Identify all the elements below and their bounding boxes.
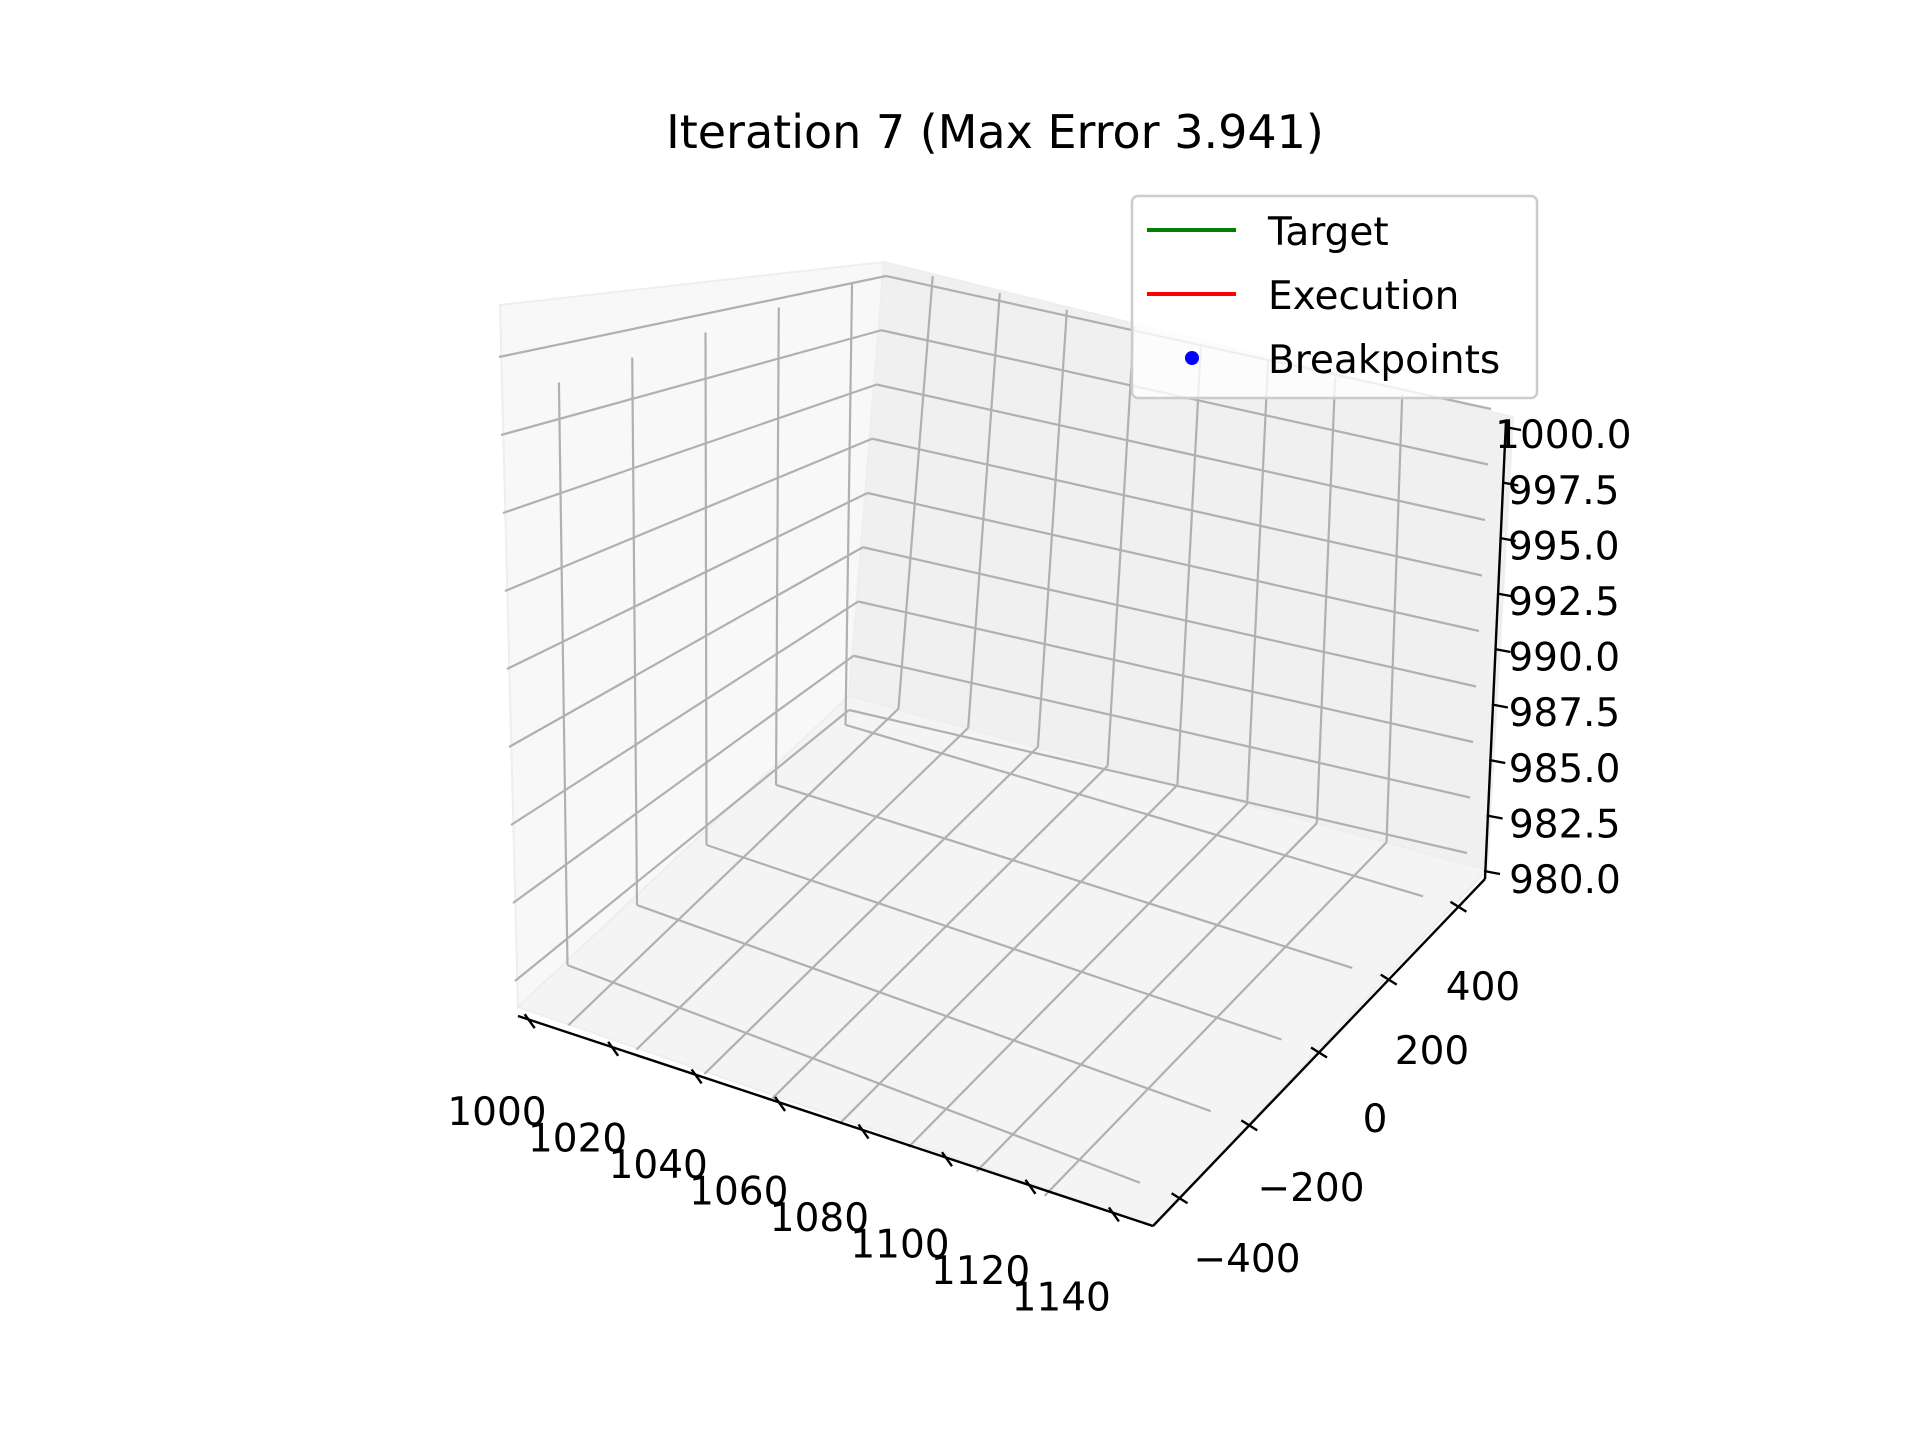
gridline-x <box>1043 841 1388 1197</box>
gridline-x <box>1176 343 1203 786</box>
gridline-x <box>635 727 969 1051</box>
gridline-y <box>775 783 1353 969</box>
x-tick <box>941 1151 953 1167</box>
z-tick <box>1502 481 1519 487</box>
gridline-z <box>502 383 878 515</box>
gridline-x <box>967 292 1001 728</box>
gridline-z <box>871 437 1483 577</box>
z-tick <box>1491 703 1509 709</box>
z-tick-label: 997.5 <box>1508 469 1620 514</box>
gridline-x <box>1036 309 1068 747</box>
gridline-z <box>504 437 873 593</box>
x-tick-label: 1060 <box>689 1170 788 1215</box>
legend: Target Execution Breakpoints <box>1130 194 1539 400</box>
z-tick <box>1483 869 1501 876</box>
legend-label-breakpoints: Breakpoints <box>1268 338 1500 383</box>
x-tick-label: 1020 <box>528 1117 627 1162</box>
z-tick <box>1499 536 1516 543</box>
y-tick-label: 400 <box>1446 965 1520 1010</box>
legend-frame <box>1130 194 1539 400</box>
x-tick <box>774 1096 787 1112</box>
gridline-x <box>839 784 1179 1124</box>
z-tick <box>1489 758 1506 765</box>
gridline-z <box>506 492 868 670</box>
x-tick-label: 1120 <box>931 1249 1030 1294</box>
gridline-x <box>703 746 1039 1075</box>
gridline-z <box>848 708 1468 855</box>
grid-lines <box>498 274 1492 1197</box>
y-tick <box>1240 1119 1258 1132</box>
x-tick <box>857 1123 870 1140</box>
y-tick-label: −200 <box>1257 1166 1364 1211</box>
z-tick-label: 982.5 <box>1509 802 1621 847</box>
legend-label-execution: Execution <box>1268 274 1459 319</box>
x-tick <box>607 1041 620 1057</box>
z-tick <box>1496 592 1514 598</box>
gridline-y <box>844 282 854 725</box>
gridline-y <box>557 382 569 966</box>
legend-label-target: Target <box>1267 210 1389 255</box>
y-tick <box>1449 900 1468 913</box>
gridline-x <box>1385 393 1404 843</box>
x-tick-label: 1080 <box>770 1196 869 1241</box>
x-tick <box>690 1068 703 1085</box>
x-tick-label: 1100 <box>850 1223 949 1268</box>
z-tick <box>1494 647 1511 654</box>
y-tick <box>1170 1192 1189 1205</box>
z-tick-label: 990.0 <box>1508 636 1620 681</box>
x-tick-label: 1040 <box>609 1143 708 1188</box>
x-tick-label: 1000 <box>447 1090 546 1135</box>
gridline-z <box>514 709 850 982</box>
tick-marks <box>523 425 1522 1223</box>
y-tick-label: 200 <box>1395 1029 1469 1074</box>
legend-marker-breakpoints <box>1185 351 1199 365</box>
z-tick-label: 980.0 <box>1509 858 1621 903</box>
gridline-y <box>636 904 1212 1113</box>
gridline-z <box>858 600 1474 744</box>
gridline-y <box>704 332 708 846</box>
gridline-x <box>975 822 1318 1173</box>
gridline-x <box>771 765 1109 1100</box>
gridline-z <box>500 329 882 437</box>
gridline-x <box>1315 376 1337 824</box>
x-axis-line <box>517 1014 1154 1228</box>
gridline-z <box>512 654 855 904</box>
z-tick-label: 1000.0 <box>1495 413 1631 458</box>
gridline-y <box>567 964 1141 1184</box>
gridline-x <box>907 803 1248 1148</box>
z-tick-label: 992.5 <box>1508 580 1620 625</box>
gridline-y <box>706 843 1282 1041</box>
z-tick-label: 985.0 <box>1509 747 1621 792</box>
gridline-z <box>876 383 1486 522</box>
gridline-z <box>510 600 859 826</box>
z-tick <box>1486 814 1503 820</box>
gridline-z <box>853 654 1471 799</box>
z-tick-label: 987.5 <box>1509 691 1621 736</box>
z-tick <box>1504 425 1522 432</box>
x-tick <box>523 1013 536 1029</box>
gridline-x <box>567 707 900 1027</box>
z-tick-label: 995.0 <box>1508 524 1620 569</box>
gridline-z <box>498 274 887 359</box>
x-tick <box>1024 1179 1037 1195</box>
gridline-z <box>508 546 864 748</box>
gridline-x <box>1106 326 1136 767</box>
gridline-y <box>774 307 780 785</box>
x-tick <box>1107 1206 1120 1223</box>
y-tick-label: −400 <box>1193 1237 1300 1282</box>
x-tick-label: 1140 <box>1012 1276 1111 1321</box>
gridline-z <box>862 546 1477 688</box>
y-tick-label: 0 <box>1363 1097 1388 1142</box>
axis-panes <box>498 260 1515 1228</box>
gridline-y <box>845 723 1424 898</box>
y-tick <box>1380 973 1398 986</box>
gridline-x <box>897 276 934 709</box>
gridline-z <box>867 491 1480 633</box>
y-tick <box>1310 1046 1328 1059</box>
chart-title: Iteration 7 (Max Error 3.941) <box>666 105 1324 159</box>
